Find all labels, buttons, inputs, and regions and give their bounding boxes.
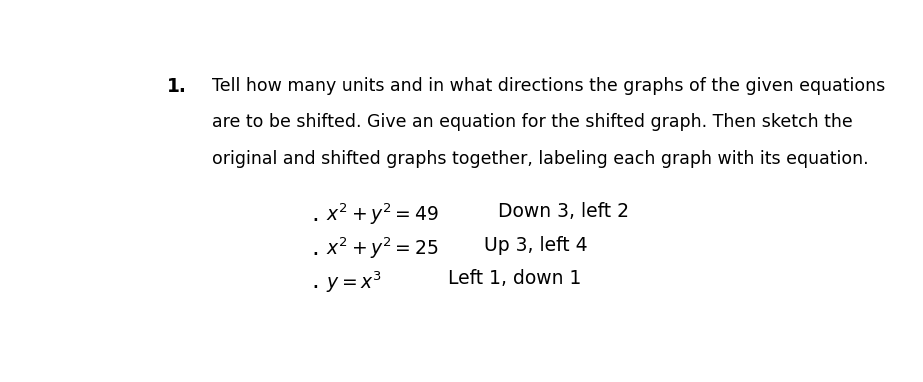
Text: original and shifted graphs together, labeling each graph with its equation.: original and shifted graphs together, la…: [212, 150, 869, 168]
Text: are to be shifted. Give an equation for the shifted graph. Then sketch the: are to be shifted. Give an equation for …: [212, 113, 853, 131]
Text: $x^2 + y^2 = 49$: $x^2 + y^2 = 49$: [327, 202, 439, 227]
Text: .: .: [312, 202, 319, 226]
Text: $x^2 + y^2 = 25$: $x^2 + y^2 = 25$: [327, 236, 438, 261]
Text: .: .: [312, 269, 319, 293]
Text: Tell how many units and in what directions the graphs of the given equations: Tell how many units and in what directio…: [212, 77, 885, 95]
Text: Left 1, down 1: Left 1, down 1: [448, 269, 581, 288]
Text: $y = x^3$: $y = x^3$: [327, 269, 382, 295]
Text: Up 3, left 4: Up 3, left 4: [484, 236, 587, 254]
Text: Down 3, left 2: Down 3, left 2: [498, 202, 629, 221]
Text: 1.: 1.: [167, 77, 186, 96]
Text: .: .: [312, 236, 319, 259]
